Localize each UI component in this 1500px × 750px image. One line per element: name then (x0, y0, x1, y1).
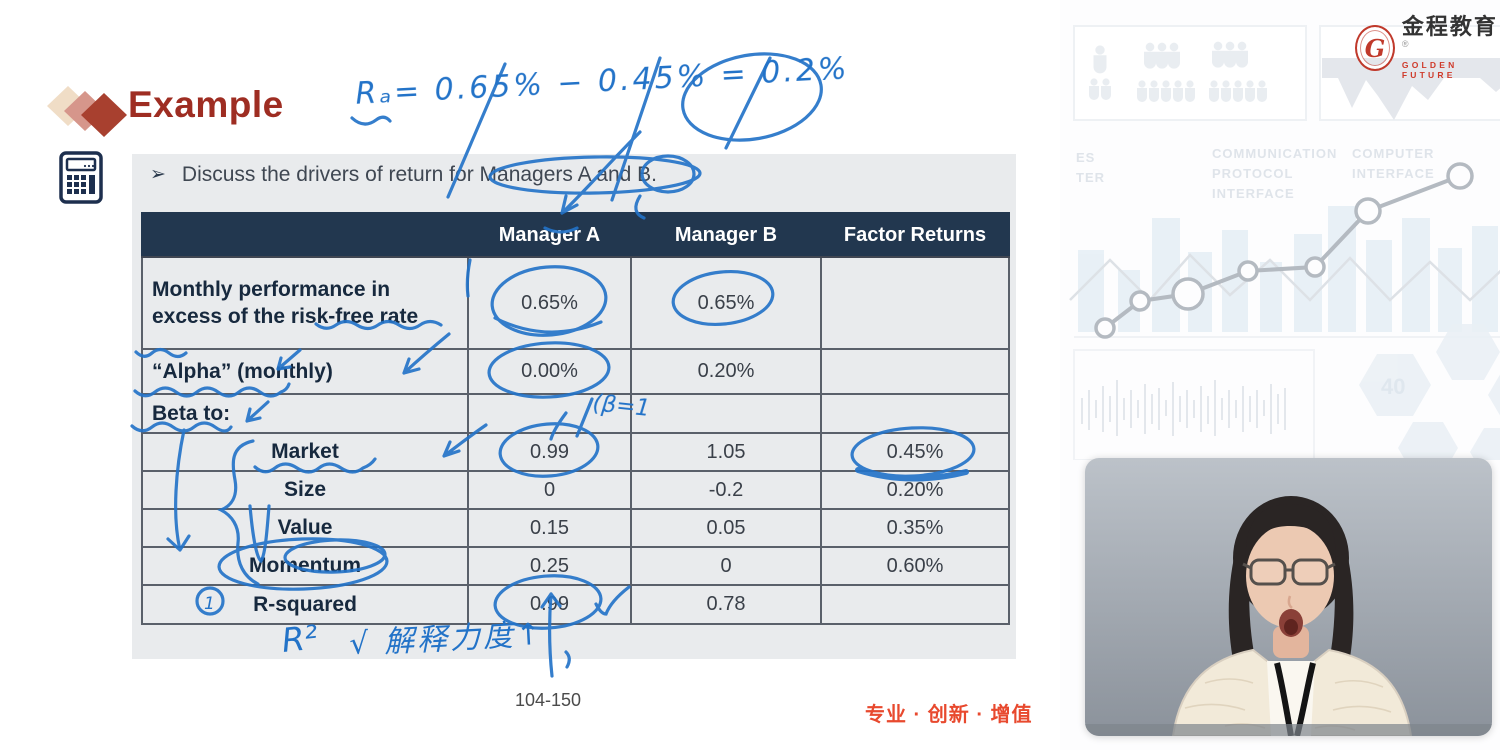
table-row: Beta to: (141, 393, 1010, 434)
header-blank (141, 212, 469, 258)
cell-value: 1.05 (706, 440, 746, 463)
divider (1074, 336, 1500, 338)
cell-value: 0.35% (886, 516, 944, 539)
registered-mark: ® (1401, 39, 1409, 49)
people-pictogram-icon (1089, 41, 1267, 102)
bullet-arrow-icon: ➢ (150, 164, 166, 185)
watermark-graphics: ES TER COMMUNICATION PROTOCOL INTERFACE … (1069, 25, 1500, 460)
watermark-text: INTERFACE (1212, 186, 1295, 201)
question-text: Discuss the drivers of return for Manage… (181, 163, 657, 186)
row-label: Value (277, 516, 333, 540)
row-label: Monthly performance in excess of the ris… (152, 277, 419, 328)
question-line: ➢ Discuss the drivers of return for Mana… (150, 163, 1000, 188)
row-label: Market (271, 440, 339, 464)
header-factor-returns: Factor Returns (820, 212, 1010, 258)
hexagon-value: 40 (1381, 374, 1405, 399)
brand-slogan: 专业 · 创新 · 增值 (865, 704, 1033, 726)
cell-value: 0.45% (886, 440, 944, 463)
cell-value: 0.99 (530, 440, 569, 463)
table-row: Monthly performance in excess of the ris… (141, 256, 1010, 350)
table-row: Momentum 0.25 0 0.60% (141, 546, 1010, 586)
brand-logo: G 金程教育® GOLDEN FUTURE (1355, 16, 1500, 80)
cell-value: 0.65% (697, 291, 755, 314)
cell-value: 0.78 (706, 593, 746, 615)
row-label: Beta to: (152, 401, 231, 425)
table-row: “Alpha” (monthly) 0.00% 0.20% (141, 348, 1010, 395)
header-manager-a: Manager A (467, 212, 632, 258)
nose (1287, 595, 1293, 609)
cell-value: 0.20% (886, 478, 944, 501)
ink-underline (350, 115, 392, 126)
right-panel: ES TER COMMUNICATION PROTOCOL INTERFACE … (1060, 0, 1500, 750)
jacket-texture (1184, 678, 1392, 731)
page-title: Example (128, 84, 284, 125)
managers-table: Manager A Manager B Factor Returns Month… (141, 212, 1010, 625)
face (1246, 524, 1334, 628)
line-chart-graphic (1094, 162, 1474, 339)
ink-formula-text: Rₐ= 0.65% − 0.45% = 0.2% (355, 51, 851, 112)
slide-area: Example ➢ Discuss the drivers of return … (47, 51, 1033, 726)
table-row: Market 0.99 1.05 0.45% (141, 432, 1010, 472)
instructor-webcam-video (1085, 458, 1492, 736)
watermark-card (1073, 25, 1307, 121)
watermark-text: TER (1076, 170, 1105, 185)
row-label: Size (283, 478, 327, 502)
page-number: 104-150 (514, 690, 582, 710)
instructor-illustration (1085, 458, 1492, 736)
neck (1273, 626, 1309, 658)
watermark-text: COMMUNICATION (1212, 146, 1337, 161)
cell-value: 0 (720, 554, 732, 577)
ink-circle-result (681, 52, 823, 142)
table-row: R-squared 0.99 0.78 (141, 584, 1010, 625)
cell-value: 0.25 (530, 554, 569, 577)
logo-chinese-name: 金程教育 (1401, 14, 1498, 39)
table-row: Size 0 -0.2 0.20% (141, 470, 1010, 510)
glasses-icon (1242, 558, 1336, 586)
table-header-row: Manager A Manager B Factor Returns (141, 212, 1010, 258)
watermark-card (1073, 349, 1315, 460)
cell-value: 0.00% (521, 360, 578, 382)
example-diamonds-icon (47, 86, 127, 137)
cell-value: 0.60% (886, 554, 944, 577)
mountain-watermark (1322, 58, 1500, 120)
cell-value: 0.20% (697, 360, 755, 382)
cell-value: 0.05 (706, 516, 746, 539)
cell-value: 0.99 (530, 593, 569, 615)
calculator-icon (59, 151, 103, 204)
row-label: “Alpha” (monthly) (152, 359, 333, 383)
seismograph-watermark (1081, 380, 1286, 436)
row-label: R-squared (253, 592, 357, 616)
fringe (1245, 504, 1336, 566)
cell-value: 0 (543, 478, 556, 501)
cell-value: 0.65% (521, 291, 578, 314)
watermark-text: INTERFACE (1352, 166, 1435, 181)
watermark-text: PROTOCOL (1212, 166, 1293, 181)
seal-icon: G (1355, 25, 1395, 71)
hexagon-watermark (1359, 324, 1500, 460)
watermark-text: ES (1076, 150, 1095, 165)
row-label: Momentum (249, 554, 361, 578)
header-manager-b: Manager B (630, 212, 822, 258)
ink-slash (724, 56, 772, 150)
cell-value: -0.2 (708, 478, 744, 501)
logo-english-name: GOLDEN FUTURE (1401, 60, 1458, 80)
table-row: Value 0.15 0.05 0.35% (141, 508, 1010, 548)
desk-edge (1085, 724, 1492, 736)
cell-value: 0.15 (530, 516, 569, 539)
watermark-text: COMPUTER (1352, 146, 1434, 161)
